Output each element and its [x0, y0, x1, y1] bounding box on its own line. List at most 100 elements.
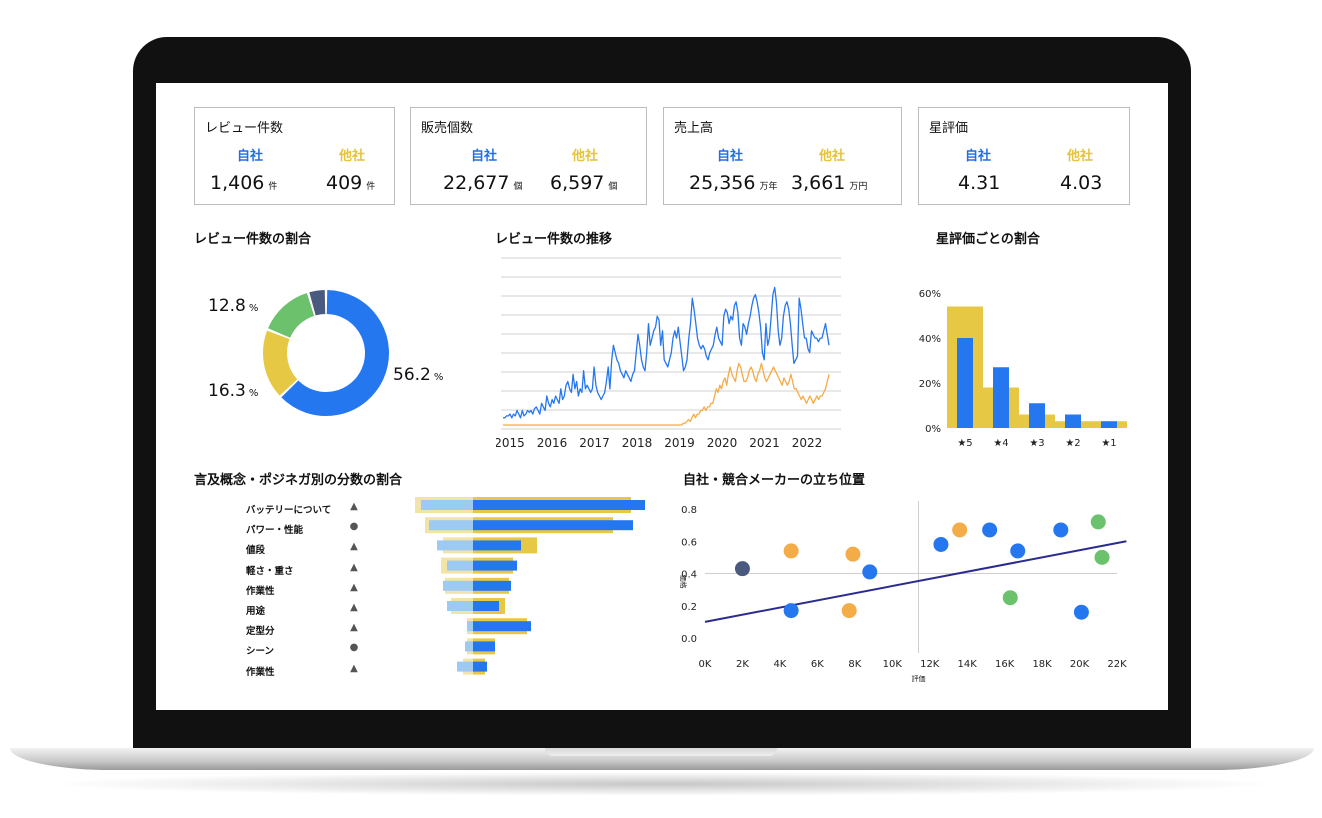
mention-chart-title: 言及概念・ポジネガ別の分数の割合 — [194, 473, 403, 488]
kpi-self-label: 自社 — [717, 149, 744, 164]
kpi-self-value: 4.31 — [958, 172, 1001, 194]
kpi-other-label: 他社 — [572, 149, 599, 164]
donut-label-blue: 56.2% — [393, 365, 444, 385]
mention-bar-neg-self — [465, 641, 473, 652]
triangle-icon: ▲ — [350, 541, 358, 553]
scatter-point — [783, 543, 799, 559]
laptop-notch — [545, 748, 777, 756]
mention-bar-pos-self — [473, 520, 633, 531]
kpi-other-value: 4.03 — [1060, 172, 1103, 194]
x-tick-label: ★1 — [1101, 438, 1116, 449]
y-tick-label: 60% — [919, 289, 941, 300]
x-tick-label: 2022 — [792, 436, 823, 450]
kpi-card-sales-units: 販売個数 自社 他社 22,677 個 6,597 個 — [410, 107, 647, 205]
x-tick-label: 14K — [958, 659, 978, 670]
kpi-other-value: 6,597 個 — [550, 172, 618, 194]
mention-bar-pos-self — [473, 661, 487, 672]
mention-bar-pos-self — [473, 540, 521, 551]
donut-label-green: 12.8% — [208, 296, 259, 316]
mention-bar-neg-self — [467, 621, 473, 632]
circle-icon: ● — [349, 642, 359, 654]
kpi-self-label: 自社 — [237, 149, 264, 164]
laptop-base — [10, 748, 1314, 770]
x-tick-label: 18K — [1032, 659, 1052, 670]
mention-bar-neg-self — [429, 520, 473, 531]
rating-bar-self — [1101, 421, 1117, 428]
kpi-title: 販売個数 — [421, 121, 474, 136]
mention-bar-pos-self — [473, 500, 645, 510]
y-tick-label: 0.6 — [681, 537, 697, 548]
donut-chart — [263, 290, 389, 416]
kpi-other-value: 3,661 万円 — [791, 172, 868, 194]
scatter-point — [1002, 590, 1018, 606]
y-tick-label: 40% — [919, 334, 941, 345]
mention-label: 軽さ・重さ — [246, 565, 294, 577]
trend-line — [704, 540, 1127, 623]
y-tick-label: 0.0 — [681, 634, 697, 645]
scatter-point — [1090, 514, 1106, 530]
x-tick-label: 2016 — [537, 436, 568, 450]
scatter-point — [734, 561, 750, 577]
trend-series-0 — [503, 286, 830, 419]
rating-bar-chart: 0% 20% 40% 60% ★5 ★4 ★3 ★2 ★1 — [919, 289, 1127, 449]
kpi-self-label: 自社 — [965, 149, 992, 164]
mention-bar-pos-self — [473, 641, 495, 652]
scatter-point — [1053, 522, 1069, 538]
kpi-self-value: 1,406 件 — [210, 172, 278, 194]
y-tick-label: 0.2 — [681, 602, 697, 613]
x-tick-label: 0K — [699, 659, 712, 670]
mention-bar-pos-self — [473, 621, 531, 632]
donut-slice — [268, 292, 315, 339]
kpi-card-star-rating: 星評価 自社 他社 4.31 4.03 — [918, 107, 1130, 205]
scatter-point — [862, 564, 878, 580]
mention-label: シーン — [246, 646, 275, 658]
x-tick-label: 10K — [883, 659, 903, 670]
mention-label: 値段 — [246, 545, 266, 557]
x-tick-label: 16K — [995, 659, 1015, 670]
mention-label: 定型分 — [246, 626, 275, 638]
mention-bar-neg-self — [421, 500, 473, 510]
kpi-self-value: 22,677 個 — [443, 172, 523, 194]
kpi-self-value: 25,356 万年 — [689, 172, 778, 194]
laptop-shadow — [40, 772, 1284, 796]
x-tick-label: 20K — [1070, 659, 1090, 670]
scatter-point — [952, 522, 968, 538]
y-tick-label: 20% — [919, 379, 941, 390]
x-tick-label: 2017 — [579, 436, 610, 450]
scatter-point — [933, 536, 949, 552]
x-tick-label: 2019 — [664, 436, 695, 450]
donut-chart-title: レビュー件数の割合 — [194, 232, 312, 247]
mention-label: 作業性 — [246, 666, 275, 678]
scatter-point — [1010, 543, 1026, 559]
mention-label: 作業性 — [246, 585, 275, 597]
dashboard-screen: レビュー件数 自社 他社 1,406 件 409 件 販売個数 自社 他社 22,6… — [156, 83, 1168, 710]
donut-label-yellow: 16.3% — [208, 381, 259, 401]
x-tick-label: 6K — [811, 659, 824, 670]
y-tick-label: 0.8 — [681, 505, 697, 516]
circle-icon: ● — [349, 521, 359, 533]
y-tick-label: 0% — [925, 424, 941, 435]
donut-slice — [263, 330, 298, 396]
mention-bar-neg-self — [447, 601, 473, 611]
triangle-icon: ▲ — [350, 602, 358, 613]
kpi-other-label: 他社 — [819, 149, 846, 164]
mention-bar-pos-self — [473, 580, 511, 591]
kpi-other-label: 他社 — [339, 149, 366, 164]
x-tick-label: 2021 — [749, 436, 780, 450]
mention-bar-neg-self — [457, 661, 473, 672]
triangle-icon: ▲ — [350, 662, 358, 674]
mention-label: バッテリーについて — [246, 505, 332, 516]
mention-bar-neg-self — [443, 580, 473, 591]
kpi-other-label: 他社 — [1067, 149, 1094, 164]
kpi-self-label: 自社 — [471, 149, 498, 164]
mention-bar-neg-self — [437, 540, 473, 551]
scatter-point — [982, 522, 998, 538]
rating-chart-title: 星評価ごとの割合 — [936, 232, 1040, 247]
scatter-point — [1094, 549, 1110, 565]
rating-bar-self — [993, 367, 1009, 428]
trend-series-1 — [503, 362, 830, 426]
rating-bar-self — [957, 338, 973, 428]
x-tick-label: 2K — [736, 659, 749, 670]
y-tick-label: 0.4 — [681, 570, 697, 581]
triangle-icon: ▲ — [350, 561, 358, 573]
